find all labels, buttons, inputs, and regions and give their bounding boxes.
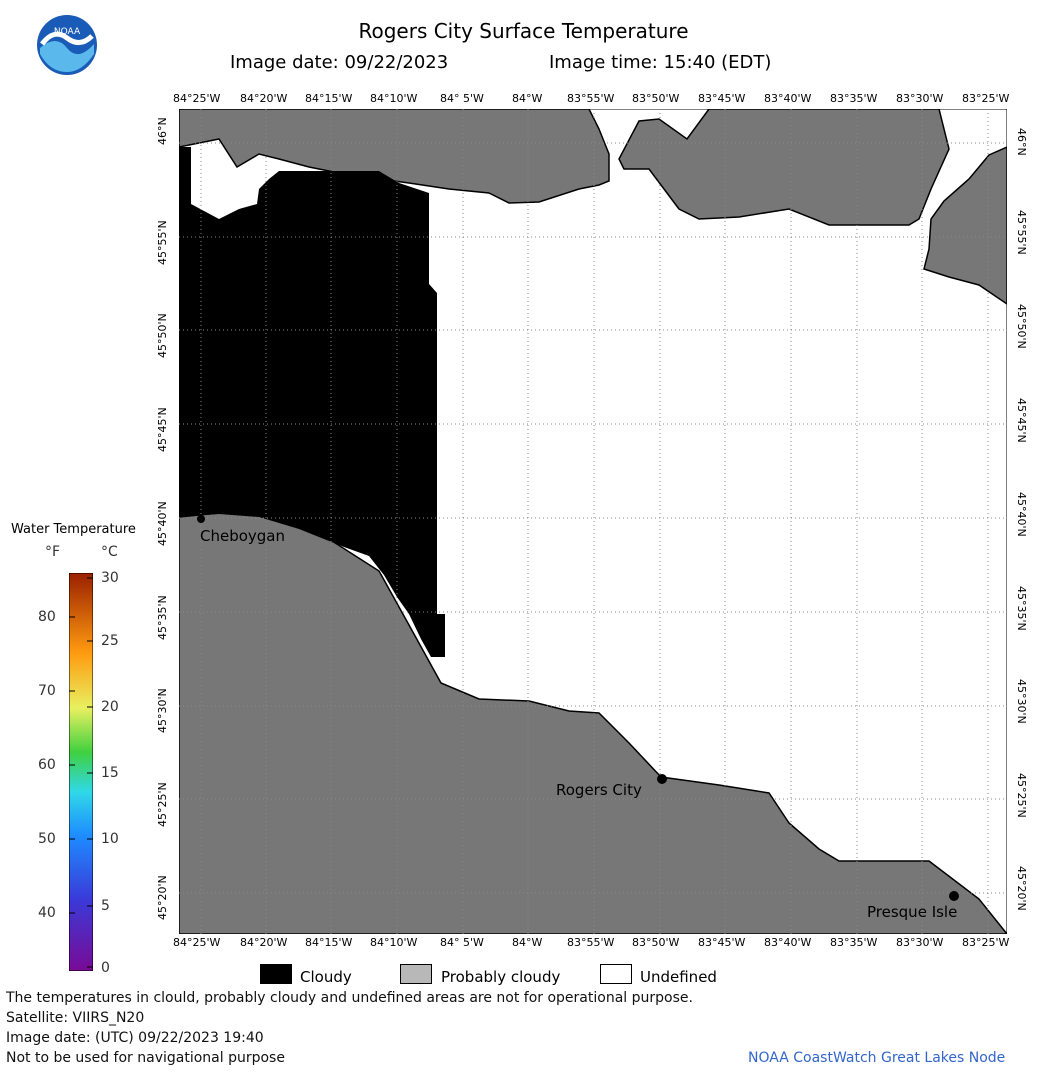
lon-bot-5: 84° 5'W xyxy=(440,936,484,949)
lon-top-4: 84°10'W xyxy=(370,92,418,105)
lon-bot-2: 84°20'W xyxy=(240,936,288,949)
lon-bot-10: 83°40'W xyxy=(764,936,812,949)
footer-nav-warning: Not to be used for navigational purpose xyxy=(6,1050,285,1066)
lat-left-3: 45°50'N xyxy=(156,313,169,358)
lat-right-5: 45°40'N xyxy=(1015,492,1028,537)
lat-right-8: 45°25'N xyxy=(1015,773,1028,818)
lon-top-7: 83°55'W xyxy=(567,92,615,105)
north-land-west xyxy=(178,108,610,204)
image-time: Image time: 15:40 (EDT) xyxy=(549,52,772,73)
c-tick-0: 0 xyxy=(101,960,110,976)
logo-text: NOAA xyxy=(54,27,81,37)
cloudy-region xyxy=(179,147,445,657)
c-tick-30: 30 xyxy=(101,570,119,586)
legend-unit-f: °F xyxy=(45,544,61,560)
lon-top-6: 84°W xyxy=(512,92,543,105)
lat-left-4: 45°45'N xyxy=(156,407,169,452)
north-land-far-east xyxy=(923,145,1008,306)
map-panel[interactable] xyxy=(178,108,1009,935)
page-title: Rogers City Surface Temperature xyxy=(358,19,689,43)
lat-right-9: 45°20'N xyxy=(1015,866,1028,911)
rogers-city-marker xyxy=(657,774,667,784)
c-tick-5: 5 xyxy=(101,898,110,914)
c-tick-15: 15 xyxy=(101,765,119,781)
lon-top-9: 83°45'W xyxy=(698,92,746,105)
lon-top-12: 83°30'W xyxy=(896,92,944,105)
f-tick-70: 70 xyxy=(38,683,56,699)
f-tick-80: 80 xyxy=(38,609,56,625)
lon-bot-7: 83°55'W xyxy=(567,936,615,949)
noaa-logo: NOAA xyxy=(36,14,98,76)
presque-isle-marker xyxy=(949,891,959,901)
key-undefined-label: Undefined xyxy=(640,968,717,986)
lon-top-3: 84°15'W xyxy=(305,92,353,105)
key-cloudy-label: Cloudy xyxy=(300,968,352,986)
c-tick-10: 10 xyxy=(101,831,119,847)
lon-bot-9: 83°45'W xyxy=(698,936,746,949)
lon-bot-4: 84°10'W xyxy=(370,936,418,949)
footer-satellite: Satellite: VIIRS_N20 xyxy=(6,1010,145,1026)
color-scale-bar xyxy=(68,572,94,972)
lon-bot-6: 84°W xyxy=(512,936,543,949)
lon-top-11: 83°35'W xyxy=(830,92,878,105)
lat-left-9: 45°20'N xyxy=(156,875,169,920)
lat-right-1: 46°N xyxy=(1015,128,1028,156)
lon-bot-8: 83°50'W xyxy=(632,936,680,949)
key-probably-cloudy-swatch xyxy=(400,964,432,984)
lat-left-6: 45°35'N xyxy=(156,595,169,640)
place-rogers-city: Rogers City xyxy=(556,781,642,799)
north-land-east xyxy=(618,108,950,226)
lat-left-5: 45°40'N xyxy=(156,501,169,546)
south-land xyxy=(178,508,1009,935)
place-presque-isle: Presque Isle xyxy=(867,903,958,921)
legend-title: Water Temperature xyxy=(11,522,136,537)
lat-right-2: 45°55'N xyxy=(1015,210,1028,255)
lat-left-2: 45°55'N xyxy=(156,220,169,265)
lat-right-7: 45°30'N xyxy=(1015,679,1028,724)
lon-top-1: 84°25'W xyxy=(173,92,221,105)
lat-left-7: 45°30'N xyxy=(156,688,169,733)
lon-top-10: 83°40'W xyxy=(764,92,812,105)
footer-utc-date: Image date: (UTC) 09/22/2023 19:40 xyxy=(6,1030,264,1046)
lat-right-6: 45°35'N xyxy=(1015,586,1028,631)
lon-bot-13: 83°25'W xyxy=(962,936,1010,949)
c-tick-25: 25 xyxy=(101,633,119,649)
lat-left-1: 46°N xyxy=(156,117,169,145)
credit-link[interactable]: NOAA CoastWatch Great Lakes Node xyxy=(748,1050,1006,1066)
key-probably-cloudy-label: Probably cloudy xyxy=(441,968,561,986)
f-tick-60: 60 xyxy=(38,757,56,773)
lon-bot-3: 84°15'W xyxy=(305,936,353,949)
cheboygan-marker xyxy=(197,515,205,523)
f-tick-40: 40 xyxy=(38,905,56,921)
place-cheboygan: Cheboygan xyxy=(200,527,286,545)
f-tick-50: 50 xyxy=(38,831,56,847)
lon-top-8: 83°50'W xyxy=(632,92,680,105)
lat-right-3: 45°50'N xyxy=(1015,304,1028,349)
lon-bot-12: 83°30'W xyxy=(896,936,944,949)
image-date: Image date: 09/22/2023 xyxy=(230,52,449,73)
lon-top-13: 83°25'W xyxy=(962,92,1010,105)
legend-unit-c: °C xyxy=(101,544,118,560)
lat-right-4: 45°45'N xyxy=(1015,398,1028,443)
c-tick-20: 20 xyxy=(101,699,119,715)
key-undefined-swatch xyxy=(600,964,632,984)
lon-top-2: 84°20'W xyxy=(240,92,288,105)
footer-disclaimer: The temperatures in clould, probably clo… xyxy=(6,990,693,1006)
lat-left-8: 45°25'N xyxy=(156,782,169,827)
lon-top-5: 84° 5'W xyxy=(440,92,484,105)
lon-bot-11: 83°35'W xyxy=(830,936,878,949)
lon-bot-1: 84°25'W xyxy=(173,936,221,949)
key-cloudy-swatch xyxy=(260,964,292,984)
